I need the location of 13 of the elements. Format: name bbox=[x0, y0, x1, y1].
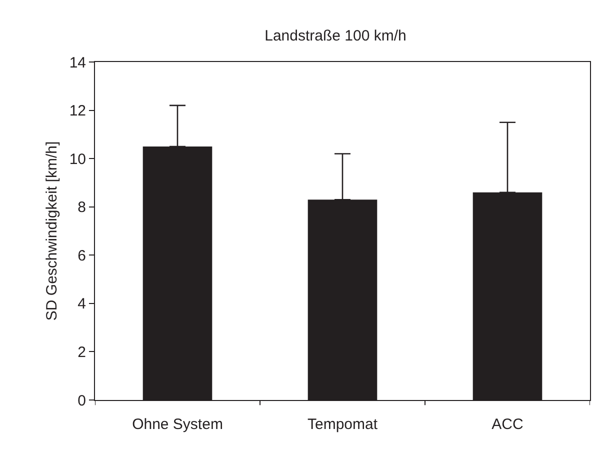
y-tick-label: 12 bbox=[69, 102, 86, 120]
x-tick-label: Tempomat bbox=[307, 416, 378, 433]
y-axis-title: SD Geschwindigkeit [km/h] bbox=[44, 141, 61, 321]
x-tick-label: Ohne System bbox=[132, 416, 223, 433]
y-tick-label: 6 bbox=[78, 247, 86, 264]
y-tick-label: 4 bbox=[78, 296, 86, 313]
y-tick-label: 10 bbox=[69, 150, 86, 168]
x-tick-label: ACC bbox=[492, 416, 524, 433]
y-tick-label: 2 bbox=[78, 344, 86, 361]
y-tick-label: 8 bbox=[78, 199, 86, 216]
y-tick-label: 14 bbox=[69, 54, 86, 72]
y-tick-label: 0 bbox=[78, 392, 86, 410]
chart-title: Landstraße 100 km/h bbox=[264, 28, 406, 45]
